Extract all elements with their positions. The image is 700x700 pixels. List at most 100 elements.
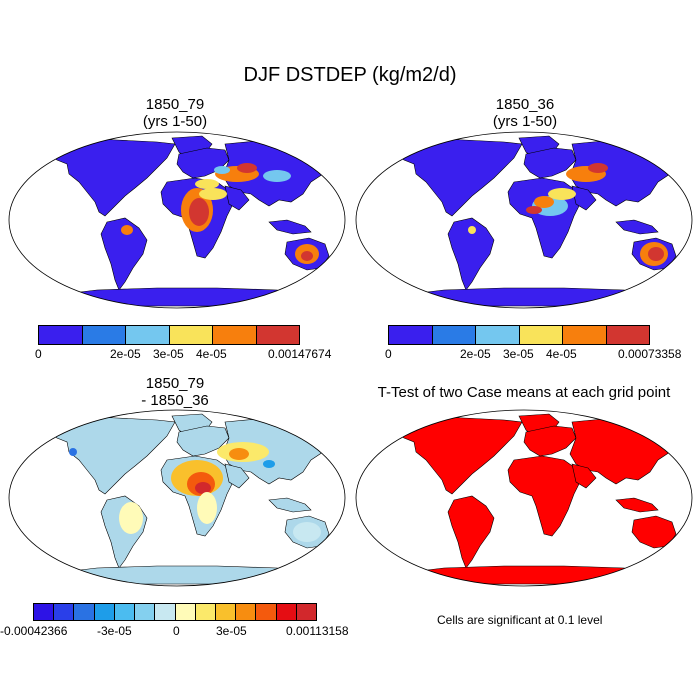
colorbar-swatch bbox=[276, 604, 297, 620]
landmass-europe bbox=[176, 425, 230, 457]
panel-2-colorbar-label: 2e-05 bbox=[460, 347, 491, 361]
landmass-samerica bbox=[447, 495, 495, 569]
panel-1-colorbar-label: 0.00147674 bbox=[268, 347, 332, 361]
field-cell bbox=[69, 448, 77, 456]
panel-3-title: 1850_79 - 1850_36 bbox=[75, 375, 275, 409]
panel-4-title: T-Test of two Case means at each grid po… bbox=[377, 384, 671, 401]
map-border bbox=[355, 409, 693, 587]
map-border bbox=[8, 409, 346, 587]
colorbar-swatch bbox=[114, 604, 136, 620]
map-border bbox=[355, 131, 693, 309]
colorbar-swatch bbox=[389, 326, 433, 344]
panel-3-colorbar-label: 3e-05 bbox=[216, 624, 247, 638]
panel-3-title-line1: 1850_79 bbox=[145, 375, 205, 392]
colorbar-swatch bbox=[135, 604, 156, 620]
panel-1-colorbar bbox=[38, 325, 300, 345]
colorbar-swatch bbox=[296, 604, 317, 620]
colorbar-swatch bbox=[213, 326, 257, 344]
field-cell bbox=[263, 460, 275, 468]
colorbar-swatch bbox=[606, 326, 649, 344]
field-cell bbox=[229, 448, 249, 460]
panel-1-colorbar-label: 3e-05 bbox=[153, 347, 184, 361]
panel-2-colorbar-label: 0 bbox=[385, 347, 392, 361]
colorbar-swatch bbox=[519, 326, 563, 344]
landmass-namerica bbox=[46, 137, 176, 217]
colorbar-swatch bbox=[74, 604, 95, 620]
field-cell bbox=[534, 196, 554, 208]
landmass-samerica bbox=[447, 217, 495, 291]
colorbar-swatch bbox=[169, 326, 213, 344]
colorbar-swatch bbox=[155, 604, 176, 620]
panel-1-title: 1850_79 (yrs 1-50) bbox=[75, 96, 275, 130]
panel-4-note: Cells are significant at 0.1 level bbox=[437, 613, 603, 627]
panel-2-title: 1850_36 (yrs 1-50) bbox=[425, 96, 625, 130]
colorbar-swatch bbox=[34, 604, 55, 620]
panel-2-colorbar-label: 0.00073358 bbox=[618, 347, 682, 361]
field-cell bbox=[214, 166, 230, 174]
landmass-namerica bbox=[393, 415, 523, 495]
panel-3-colorbar-label: 0.00113158 bbox=[286, 624, 349, 638]
field-cell bbox=[588, 163, 608, 173]
colorbar-swatch bbox=[256, 604, 277, 620]
colorbar-swatch bbox=[54, 604, 75, 620]
landmass-arabia bbox=[224, 463, 250, 489]
colorbar-swatch bbox=[563, 326, 607, 344]
panel-3-title-line2: - 1850_36 bbox=[141, 392, 209, 409]
panel-4-map bbox=[355, 409, 693, 587]
field-cell bbox=[119, 502, 143, 534]
colorbar-swatch bbox=[256, 326, 299, 344]
field-cell bbox=[189, 198, 209, 226]
field-cell bbox=[263, 170, 291, 182]
colorbar-swatch bbox=[82, 326, 126, 344]
colorbar-swatch bbox=[215, 604, 237, 620]
panel-2-colorbar-label: 4e-05 bbox=[546, 347, 577, 361]
landmass-samerica bbox=[100, 217, 148, 291]
field-cell bbox=[237, 163, 257, 173]
landmass-indonesia bbox=[268, 219, 312, 235]
field-cell bbox=[195, 179, 219, 189]
field-cell bbox=[293, 522, 321, 542]
colorbar-swatch bbox=[476, 326, 520, 344]
landmass-namerica bbox=[393, 137, 523, 217]
panel-2-title-line1: 1850_36 bbox=[495, 96, 555, 113]
panel-2-title-line2: (yrs 1-50) bbox=[492, 113, 558, 130]
panel-2-colorbar bbox=[388, 325, 650, 345]
field-cell bbox=[648, 247, 664, 261]
landmass-europe bbox=[523, 425, 577, 457]
panel-1-colorbar-label: 0 bbox=[35, 347, 42, 361]
landmass-arabia bbox=[571, 463, 597, 489]
landmass-europe bbox=[523, 147, 577, 179]
field-cell bbox=[197, 492, 217, 524]
panel-1-title-line1: 1850_79 bbox=[145, 96, 205, 113]
panel-1-title-line2: (yrs 1-50) bbox=[142, 113, 208, 130]
panel-2-colorbar-label: 3e-05 bbox=[503, 347, 534, 361]
panel-1-colorbar-label: 2e-05 bbox=[110, 347, 141, 361]
map-border bbox=[8, 131, 346, 309]
landmass-namerica bbox=[46, 415, 176, 495]
panel-1-colorbar-label: 4e-05 bbox=[196, 347, 227, 361]
panel-1-map bbox=[8, 131, 346, 309]
panel-3-map bbox=[8, 409, 346, 587]
colorbar-swatch bbox=[195, 604, 216, 620]
colorbar-swatch bbox=[236, 604, 257, 620]
landmass-arabia bbox=[571, 185, 597, 211]
panel-3-colorbar-label: -3e-05 bbox=[97, 624, 132, 638]
landmass-indonesia bbox=[268, 497, 312, 513]
colorbar-swatch bbox=[94, 604, 115, 620]
field-cell bbox=[468, 226, 476, 234]
panel-3-colorbar bbox=[33, 603, 317, 621]
figure-title: DJF DSTDEP (kg/m2/d) bbox=[243, 64, 457, 86]
colorbar-swatch bbox=[126, 326, 170, 344]
colorbar-swatch bbox=[432, 326, 476, 344]
field-cell bbox=[121, 225, 133, 235]
landmass-indonesia bbox=[615, 497, 659, 513]
field-cell bbox=[199, 188, 227, 200]
field-cell bbox=[526, 206, 542, 214]
field-cell bbox=[301, 251, 313, 261]
field-cell bbox=[195, 482, 211, 494]
panel-2-map bbox=[355, 131, 693, 309]
landmass-indonesia bbox=[615, 219, 659, 235]
panel-3-colorbar-label: -0.00042366 bbox=[0, 624, 68, 638]
colorbar-swatch bbox=[39, 326, 83, 344]
panel-3-colorbar-label: 0 bbox=[173, 624, 180, 638]
